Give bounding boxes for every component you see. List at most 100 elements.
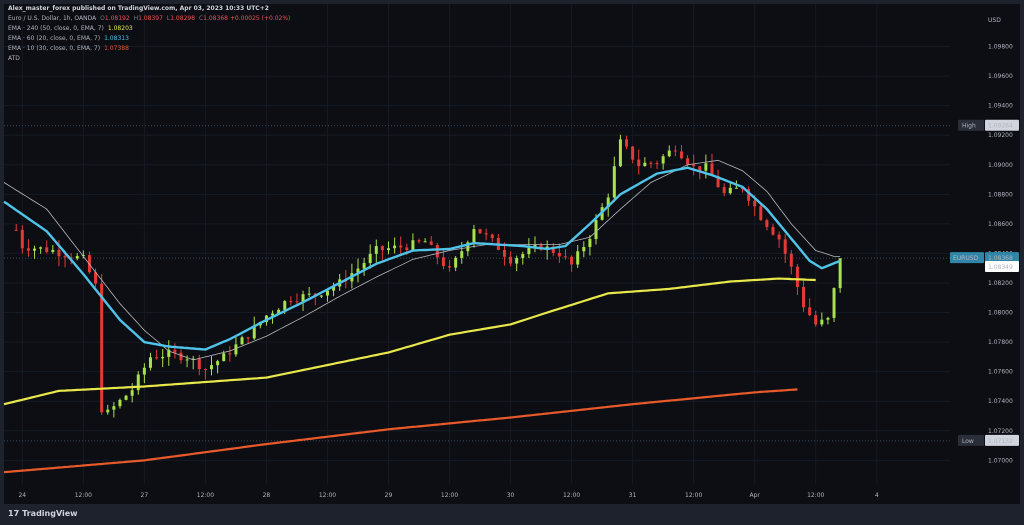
candle-body <box>112 406 116 410</box>
candle-body <box>33 248 37 251</box>
candle-body <box>301 294 305 302</box>
time-tick-label: 12:00 <box>807 492 824 499</box>
price-tick-label: 1.08800 <box>988 191 1013 198</box>
candle-body <box>173 349 177 353</box>
candle-body <box>387 248 391 251</box>
candle-body <box>222 353 226 362</box>
candle-body <box>393 245 397 249</box>
price-tick-label: 1.09400 <box>988 103 1013 110</box>
price-tick-label: 1.09000 <box>988 162 1013 169</box>
price-tick-label: 1.07600 <box>988 369 1013 376</box>
price-chart[interactable]: USD 1.09800 1.09600 1.09400 1.09200 1.09000 1.… <box>0 0 1024 504</box>
candle-body <box>551 246 555 253</box>
time-tick-label: 4 <box>875 492 879 499</box>
candle-body <box>704 163 708 171</box>
candle-body <box>45 247 49 252</box>
price-axis[interactable]: USD 1.09800 1.09600 1.09400 1.09200 1.09000 1.… <box>950 4 1020 500</box>
candle-body <box>521 254 525 259</box>
candle-body <box>179 352 183 361</box>
candle-body <box>87 255 91 273</box>
time-tick-label: 12:00 <box>75 492 92 499</box>
publisher-line: Alex_master_forex published on TradingVi… <box>8 5 269 12</box>
candle-body <box>618 139 622 167</box>
currency-label: USD <box>988 17 1001 24</box>
price-tick-label: 1.08200 <box>988 280 1013 287</box>
change-value: +0.00025 (+0.02%) <box>229 15 291 22</box>
price-tick-label: 1.09200 <box>988 132 1013 139</box>
tradingview-logo-icon: 17 <box>8 509 20 518</box>
candle-body <box>155 357 159 359</box>
candle-body <box>777 234 781 240</box>
candle-body <box>795 266 799 287</box>
tag-low-value-bg <box>985 434 1019 446</box>
candle-body <box>228 353 232 355</box>
candle-body <box>252 325 256 339</box>
candle-body <box>435 244 439 258</box>
tag-last-value: 1.08368 <box>988 255 1013 262</box>
tag-high-name-bg <box>958 119 984 131</box>
candle-body <box>417 240 421 242</box>
candle-body <box>747 189 751 201</box>
time-tick-label: 12:00 <box>441 492 458 499</box>
tag-low-name-bg <box>958 434 984 446</box>
candle-body <box>75 256 79 259</box>
tag-symbol-bg <box>950 252 984 264</box>
candle-body <box>637 159 641 167</box>
candle-body <box>136 374 140 391</box>
price-tick-label: 1.07200 <box>988 428 1013 435</box>
candle-body <box>423 241 427 243</box>
candle-body <box>130 390 134 396</box>
ema-240-line <box>3 277 816 406</box>
candle-body <box>380 246 384 251</box>
price-labels: High 1.09264 Low 1.07132 EURUSD 1.08368 1.0834… <box>950 119 1019 446</box>
ema-lines <box>3 159 841 474</box>
candle-body <box>325 290 329 296</box>
candle-body <box>203 369 207 371</box>
candle-body <box>466 242 470 252</box>
time-tick-label: 12:00 <box>685 492 702 499</box>
candle-body <box>448 266 452 268</box>
symbol-line: Euro / U.S. Dollar, 1h, OANDA O1.08192 H… <box>8 15 291 22</box>
time-tick-label: 12:00 <box>197 492 214 499</box>
candle-body <box>832 288 836 318</box>
candle-body <box>789 253 793 267</box>
price-tick-label: 1.08600 <box>988 221 1013 228</box>
candle-body <box>753 200 757 207</box>
candle-body <box>14 229 18 231</box>
indicator-ema60[interactable]: EMA · 60 (20, close, 0, EMA, 7) 1.08313 <box>8 35 129 42</box>
indicator-ema10[interactable]: EMA · 10 (30, close, 0, EMA, 7) 1.07388 <box>8 45 129 52</box>
time-tick-label: 12:00 <box>563 492 580 499</box>
candle-body <box>240 337 244 345</box>
candle-body <box>710 163 714 176</box>
candle-body <box>808 307 812 316</box>
time-tick-label: 24 <box>18 492 26 499</box>
candle-body <box>246 337 250 339</box>
candle-body <box>161 356 165 359</box>
ema-thin-line <box>3 159 841 361</box>
ema-10-line <box>3 388 798 474</box>
candle-body <box>368 253 372 264</box>
candle-body <box>582 247 586 252</box>
tradingview-logo[interactable]: 17 TradingView <box>8 509 78 518</box>
candle-body <box>771 227 775 235</box>
candle-body <box>490 234 494 239</box>
candle-body <box>332 286 336 291</box>
tag-high-value: 1.09264 <box>988 123 1013 130</box>
candle-body <box>295 301 299 303</box>
candle-body <box>277 309 281 314</box>
candle-body <box>783 239 787 254</box>
candle-body <box>722 187 726 194</box>
indicator-ema240[interactable]: EMA · 240 (50, close, 0, EMA, 7) 1.08203 <box>8 25 133 32</box>
candle-body <box>655 163 659 165</box>
time-tick-label: 31 <box>629 492 637 499</box>
time-tick-label: 27 <box>141 492 149 499</box>
tag-ema60-value: 1.08349 <box>988 264 1013 271</box>
indicator-atd[interactable]: ATD <box>8 55 20 62</box>
time-tick-label: 29 <box>385 492 393 499</box>
candle-body <box>148 357 152 368</box>
candle-body <box>606 197 610 208</box>
candle-body <box>362 263 366 269</box>
low-value: 1.08298 <box>170 15 196 22</box>
candle-body <box>142 367 146 375</box>
time-axis[interactable]: 24 12:00 27 12:00 28 12:00 29 12:00 30 12:00 31 12:… <box>18 492 878 499</box>
